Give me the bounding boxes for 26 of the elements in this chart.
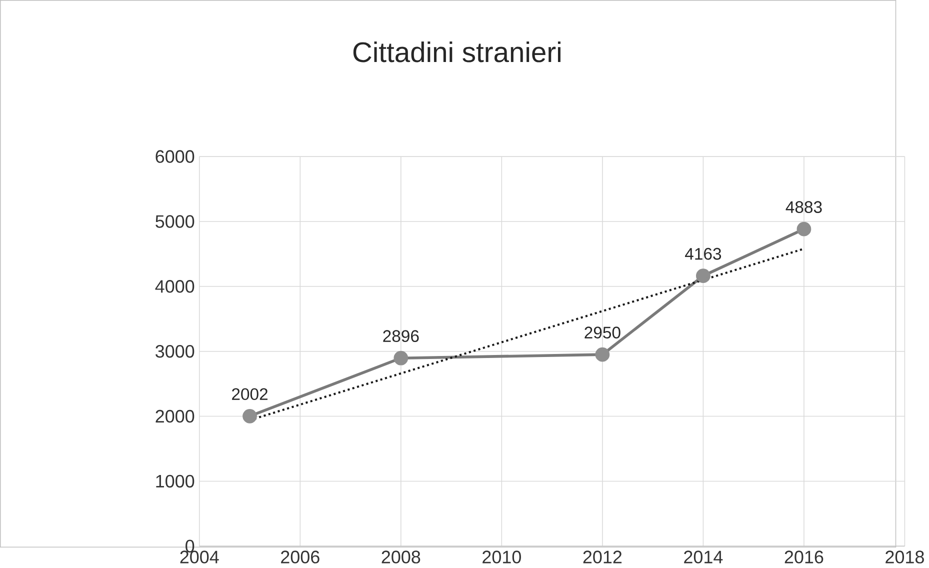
- y-tick-label: 6000: [156, 150, 194, 164]
- x-tick-label: 2014: [684, 550, 723, 564]
- y-tick-label: 1000: [156, 474, 194, 488]
- y-tick-label: 0: [186, 540, 194, 553]
- data-label: 4883: [786, 201, 822, 214]
- chart-title: Cittadini stranieri: [353, 42, 560, 62]
- point: [796, 222, 812, 236]
- y-tick-label: 5000: [156, 215, 194, 228]
- point: [394, 351, 408, 366]
- data-label: 4163: [685, 248, 722, 260]
- x-tick-label: 2006: [281, 550, 320, 564]
- data-label: 2002: [232, 388, 268, 400]
- x-tick-label: 2004: [180, 550, 219, 564]
- data-label: 2896: [383, 330, 419, 342]
- y-tick-label: 4000: [155, 280, 194, 293]
- point: [696, 268, 710, 284]
- point: [242, 409, 257, 424]
- x-tick-label: 2008: [382, 550, 420, 564]
- y-tick-label: 3000: [156, 345, 194, 358]
- x-tick-label: 2012: [583, 550, 622, 564]
- data-label: 2950: [584, 326, 620, 339]
- x-tick-label: 2018: [886, 550, 924, 564]
- x-tick-label: 2016: [784, 550, 824, 564]
- x-tick-label: 2010: [482, 550, 521, 564]
- y-tick-label: 2000: [156, 410, 194, 423]
- point: [595, 348, 610, 362]
